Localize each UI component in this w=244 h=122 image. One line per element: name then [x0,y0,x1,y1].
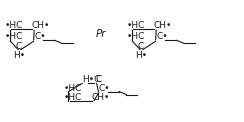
Text: C•: C• [34,32,46,41]
Text: C: C [95,75,102,84]
Text: C: C [138,42,144,51]
Text: •HC: •HC [63,84,82,93]
Text: •HC: •HC [5,32,23,41]
Text: •HC: •HC [127,21,145,30]
Text: C•: C• [156,32,168,41]
Text: •HC: •HC [63,93,82,102]
Text: H•: H• [13,51,25,60]
Text: C: C [16,42,22,51]
Text: CH•: CH• [154,21,172,30]
Text: H•C: H•C [82,75,100,84]
Text: Pr: Pr [96,29,107,39]
Text: •HC: •HC [5,21,23,30]
Text: C•: C• [99,84,111,93]
Text: •HC: •HC [127,32,145,41]
Text: CH•: CH• [32,21,50,30]
Text: CH•: CH• [92,93,110,102]
Text: H•: H• [135,51,147,60]
